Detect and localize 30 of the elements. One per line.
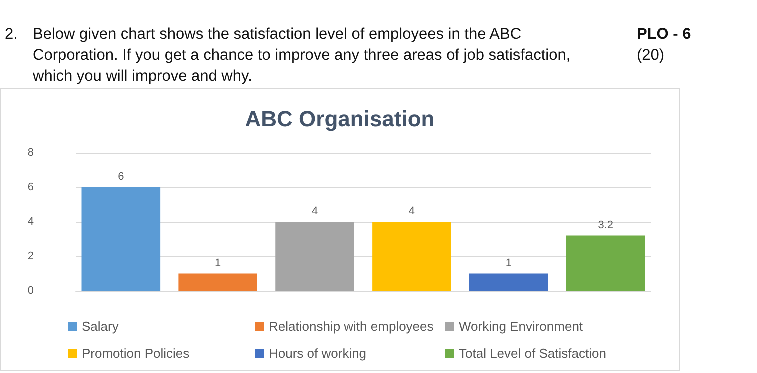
y-tick-label: 0	[28, 285, 34, 297]
data-label: 3.2	[598, 219, 614, 232]
y-tick-label: 4	[28, 216, 34, 228]
legend-label: Salary	[82, 319, 120, 334]
legend-label: Relationship with employees	[269, 319, 434, 334]
text: PLO - 6	[637, 26, 692, 44]
text: 2.	[5, 26, 18, 44]
chart-title: ABC Organisation	[245, 106, 435, 132]
data-label: 4	[312, 206, 318, 218]
legend-label: Hours of working	[269, 346, 367, 361]
data-label: 4	[408, 206, 416, 218]
data-label: 1	[506, 257, 512, 270]
legend-label: Promotion Policies	[82, 346, 190, 361]
y-tick-label: 2	[28, 250, 34, 262]
data-label: 1	[215, 257, 222, 270]
bar	[372, 222, 452, 291]
legend-label: Total Level of Satisfaction	[459, 346, 606, 361]
y-tick-label: 8	[28, 147, 34, 159]
bar	[566, 236, 646, 291]
y-tick-label: 6	[28, 182, 34, 194]
bar	[276, 222, 354, 291]
text: Corporation. If you get a chance to improve any three areas of job satisfaction,	[33, 47, 571, 65]
text: Below given chart shows the satisfaction level of employees in the ABC	[33, 26, 522, 44]
bar	[82, 188, 161, 291]
text: (20)	[637, 47, 665, 65]
data-label: 6	[118, 171, 124, 183]
legend-label: Working Environment	[459, 319, 584, 334]
text: which you will improve and why.	[33, 68, 252, 86]
bar	[178, 274, 258, 291]
bar	[470, 274, 548, 291]
